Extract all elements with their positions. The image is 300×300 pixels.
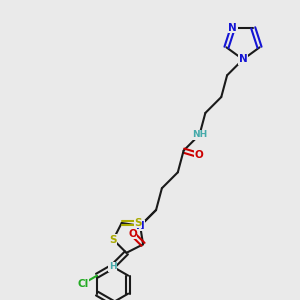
Text: N: N <box>238 54 247 64</box>
Text: O: O <box>194 150 203 160</box>
Text: N: N <box>136 221 145 231</box>
Text: S: S <box>110 235 117 244</box>
Text: NH: NH <box>192 130 207 139</box>
Text: S: S <box>134 218 142 228</box>
Text: O: O <box>128 229 137 239</box>
Text: H: H <box>109 262 116 271</box>
Text: Cl: Cl <box>77 279 88 289</box>
Text: N: N <box>228 23 237 33</box>
Text: N: N <box>136 221 145 231</box>
